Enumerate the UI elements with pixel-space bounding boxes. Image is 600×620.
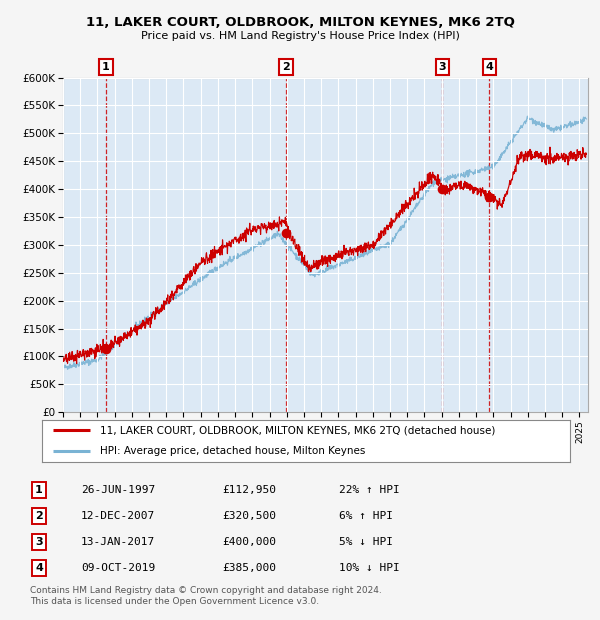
Text: 09-OCT-2019: 09-OCT-2019 [81, 563, 155, 573]
Text: £400,000: £400,000 [222, 537, 276, 547]
Text: 1: 1 [35, 485, 43, 495]
Text: 6% ↑ HPI: 6% ↑ HPI [339, 511, 393, 521]
Text: 11, LAKER COURT, OLDBROOK, MILTON KEYNES, MK6 2TQ: 11, LAKER COURT, OLDBROOK, MILTON KEYNES… [86, 16, 514, 29]
Text: 11, LAKER COURT, OLDBROOK, MILTON KEYNES, MK6 2TQ (detached house): 11, LAKER COURT, OLDBROOK, MILTON KEYNES… [100, 425, 496, 435]
Text: 3: 3 [35, 537, 43, 547]
Text: £385,000: £385,000 [222, 563, 276, 573]
Text: This data is licensed under the Open Government Licence v3.0.: This data is licensed under the Open Gov… [30, 597, 319, 606]
Text: 4: 4 [35, 563, 43, 573]
Text: Price paid vs. HM Land Registry's House Price Index (HPI): Price paid vs. HM Land Registry's House … [140, 31, 460, 41]
Text: £320,500: £320,500 [222, 511, 276, 521]
Text: 1: 1 [102, 62, 110, 72]
Text: Contains HM Land Registry data © Crown copyright and database right 2024.: Contains HM Land Registry data © Crown c… [30, 586, 382, 595]
Text: 26-JUN-1997: 26-JUN-1997 [81, 485, 155, 495]
Text: 13-JAN-2017: 13-JAN-2017 [81, 537, 155, 547]
Text: 12-DEC-2007: 12-DEC-2007 [81, 511, 155, 521]
Text: £112,950: £112,950 [222, 485, 276, 495]
Text: 22% ↑ HPI: 22% ↑ HPI [339, 485, 400, 495]
Text: 10% ↓ HPI: 10% ↓ HPI [339, 563, 400, 573]
Text: 2: 2 [35, 511, 43, 521]
Text: HPI: Average price, detached house, Milton Keynes: HPI: Average price, detached house, Milt… [100, 446, 365, 456]
Text: 4: 4 [485, 62, 493, 72]
Text: 3: 3 [439, 62, 446, 72]
Text: 5% ↓ HPI: 5% ↓ HPI [339, 537, 393, 547]
Text: 2: 2 [282, 62, 290, 72]
